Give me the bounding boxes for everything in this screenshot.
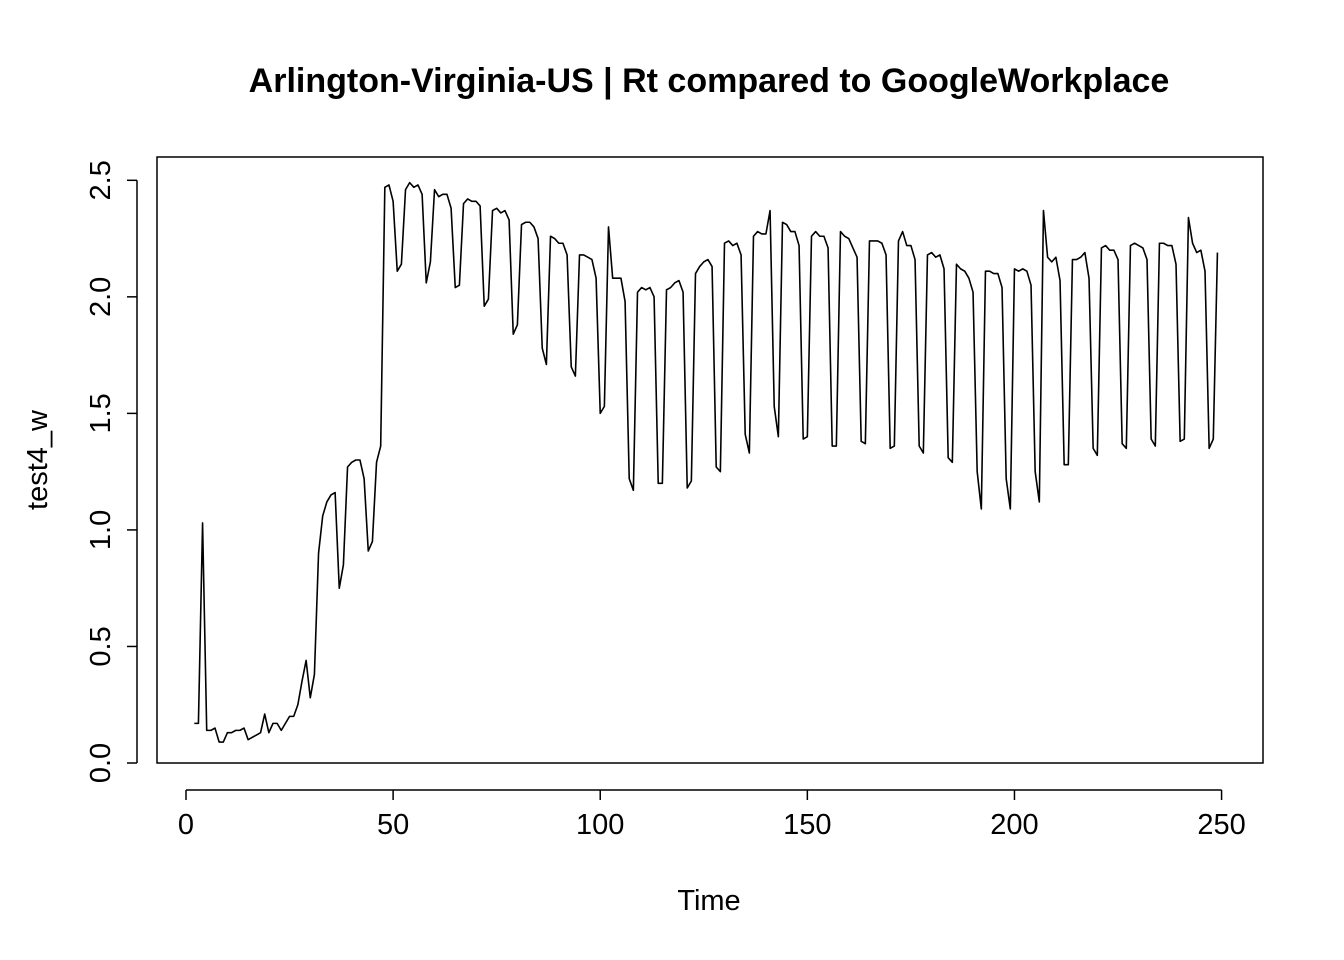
plot-frame (156, 156, 1264, 764)
x-tick-label: 150 (783, 809, 831, 841)
y-tick-label: 2.0 (85, 277, 117, 317)
y-tick-label: 0.5 (85, 626, 117, 666)
x-tick-label: 100 (576, 809, 624, 841)
y-tick-label: 1.5 (85, 393, 117, 433)
chart-title: Arlington-Virginia-US | Rt compared to G… (249, 62, 1170, 100)
y-tick-label: 0.0 (85, 743, 117, 783)
x-axis: 0 50 100 150 200 250 (178, 789, 1246, 841)
x-tick-label: 50 (377, 809, 409, 841)
x-axis-label: Time (677, 885, 740, 917)
x-tick-label: 250 (1197, 809, 1245, 841)
y-axis: 0.0 0.5 1.0 1.5 2.0 2.5 (85, 160, 138, 783)
series-line (194, 181, 1219, 743)
x-tick-label: 200 (990, 809, 1038, 841)
y-axis-label: test4_w (22, 409, 54, 510)
x-tick-label: 0 (178, 809, 194, 841)
y-tick-label: 2.5 (85, 160, 117, 200)
y-tick-label: 1.0 (85, 510, 117, 550)
